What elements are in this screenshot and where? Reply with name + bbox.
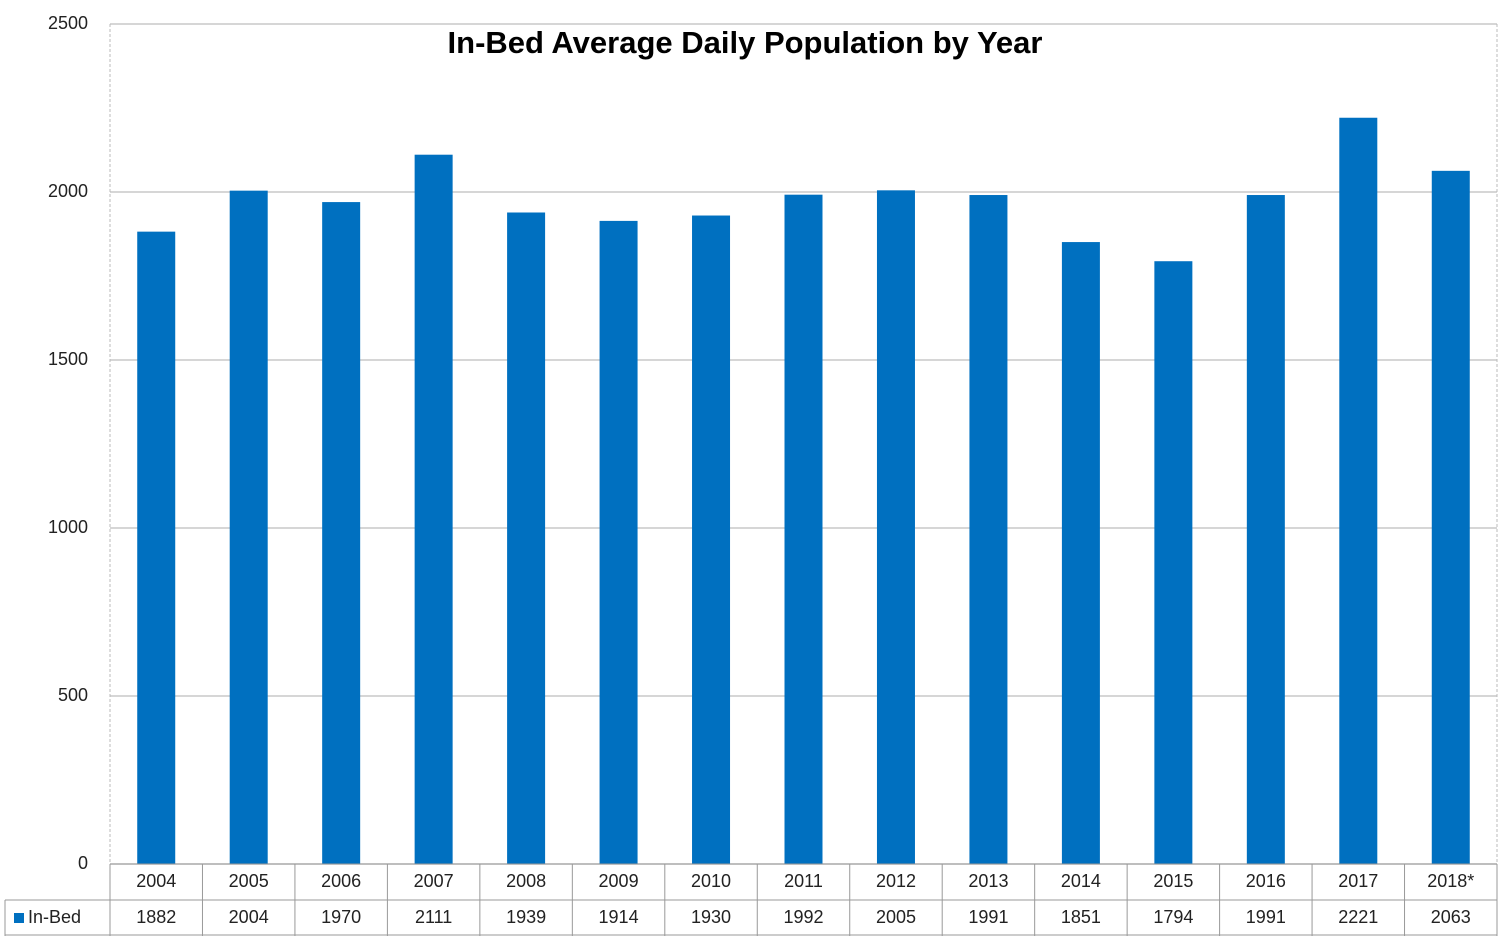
bar (1061, 242, 1100, 865)
bar (414, 154, 453, 865)
x-tick-label: 2007 (414, 871, 454, 891)
x-tick-label: 2013 (968, 871, 1008, 891)
table-value: 1992 (783, 907, 823, 927)
bar (1431, 170, 1470, 864)
bar (1339, 117, 1378, 864)
table-value: 1914 (599, 907, 639, 927)
table-value: 1970 (321, 907, 361, 927)
chart-title: In-Bed Average Daily Population by Year (448, 25, 1043, 60)
table-value: 1882 (136, 907, 176, 927)
table-value: 1991 (968, 907, 1008, 927)
bar (137, 231, 176, 864)
x-tick-label: 2016 (1246, 871, 1286, 891)
x-tick-label: 2011 (784, 871, 823, 891)
bar (599, 220, 638, 864)
x-tick-label: 2006 (321, 871, 361, 891)
y-tick-label: 1500 (48, 349, 88, 369)
x-tick-label: 2018* (1427, 871, 1474, 891)
bar (876, 190, 915, 864)
y-tick-label: 1000 (48, 517, 88, 537)
legend-swatch (14, 913, 24, 923)
x-tick-label: 2009 (599, 871, 639, 891)
table-value: 2004 (229, 907, 269, 927)
table-value: 2063 (1431, 907, 1471, 927)
x-tick-label: 2014 (1061, 871, 1101, 891)
bar (969, 195, 1008, 865)
y-tick-label: 0 (78, 853, 88, 873)
bar (692, 215, 731, 864)
x-tick-label: 2015 (1153, 871, 1193, 891)
table-value: 1851 (1061, 907, 1101, 927)
bar (1154, 261, 1193, 864)
table-value: 2005 (876, 907, 916, 927)
table-value: 2111 (415, 907, 452, 927)
table-value: 1930 (691, 907, 731, 927)
table-value: 1939 (506, 907, 546, 927)
x-tick-label: 2004 (136, 871, 176, 891)
bar (1246, 195, 1285, 865)
bar (229, 190, 268, 864)
y-tick-label: 500 (58, 685, 88, 705)
x-tick-label: 2005 (229, 871, 269, 891)
y-tick-label: 2000 (48, 181, 88, 201)
bar (784, 194, 823, 865)
table-value: 1794 (1153, 907, 1193, 927)
bar (322, 202, 361, 864)
legend-label: In-Bed (28, 907, 81, 927)
y-tick-label: 2500 (48, 13, 88, 33)
x-tick-label: 2008 (506, 871, 546, 891)
x-tick-label: 2012 (876, 871, 916, 891)
table-value: 2221 (1338, 907, 1378, 927)
x-tick-label: 2017 (1338, 871, 1378, 891)
bar (507, 212, 546, 865)
table-value: 1991 (1246, 907, 1286, 927)
x-tick-label: 2010 (691, 871, 731, 891)
